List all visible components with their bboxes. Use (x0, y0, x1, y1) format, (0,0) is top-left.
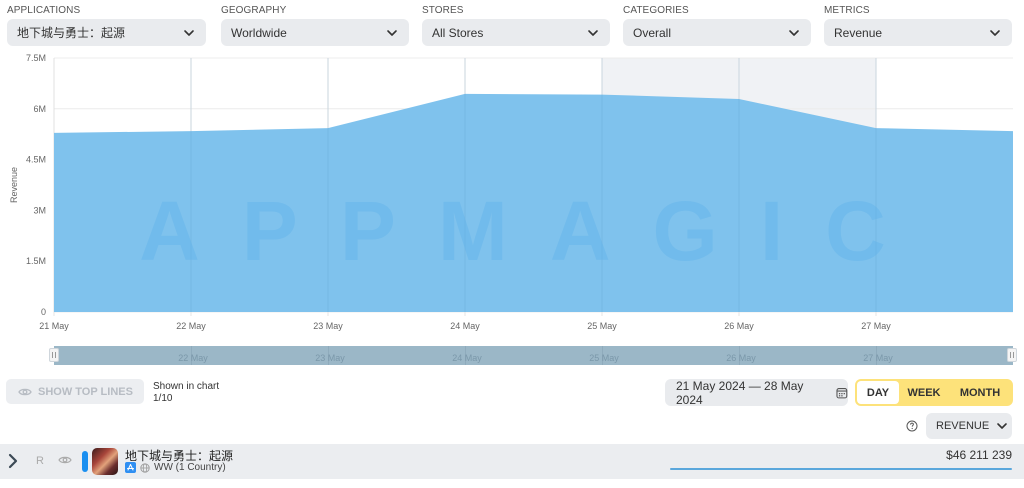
navigator-date-label: 26 May (726, 353, 756, 363)
app-total-revenue: $46 211 239 (946, 448, 1012, 462)
help-icon[interactable] (906, 420, 918, 432)
app-geo: WW (1 Country) (154, 462, 226, 473)
show-top-lines-label: SHOW TOP LINES (38, 385, 133, 398)
y-tick-label: 6M (33, 104, 46, 114)
navigator-date-label: 24 May (452, 353, 482, 363)
shown-in-chart: Shown in chart 1/10 (153, 381, 219, 405)
chevron-down-icon (789, 29, 799, 36)
navigator-date-label: 25 May (589, 353, 619, 363)
filter-label-metrics: METRICS (824, 5, 870, 16)
navigator-divider (328, 346, 329, 365)
navigator-divider (739, 346, 740, 365)
navigator-divider (191, 346, 192, 365)
filter-label-categories: CATEGORIES (623, 5, 689, 16)
show-top-lines-button[interactable]: SHOW TOP LINES (6, 379, 144, 404)
app-name[interactable]: 地下城与勇士：起源 (125, 449, 234, 463)
filter-label-geography: GEOGRAPHY (221, 5, 287, 16)
y-axis-title: Revenue (9, 167, 19, 203)
navigator-divider (876, 346, 877, 365)
chevron-down-icon (387, 29, 397, 36)
x-tick-label: 23 May (313, 321, 343, 331)
shown-in-chart-label: Shown in chart (153, 381, 220, 392)
stores-value: All Stores (432, 25, 484, 40)
period-week-button[interactable]: WEEK (907, 386, 941, 399)
app-meta: WW (1 Country) (125, 462, 226, 473)
filter-bar: APPLICATIONS 地下城与勇士：起源 GEOGRAPHY Worldwi… (0, 0, 1024, 50)
metric-dropdown[interactable]: REVENUE (926, 413, 1012, 439)
chevron-down-icon (990, 29, 1000, 36)
y-tick-label: 0 (41, 307, 46, 317)
y-tick-label: 4.5M (26, 155, 46, 165)
categories-value: Overall (633, 25, 672, 40)
x-tick-label: 26 May (724, 321, 754, 331)
navigator-date-label: 27 May (863, 353, 893, 363)
categories-select[interactable]: Overall (623, 19, 811, 46)
chevron-down-icon (184, 29, 194, 36)
geography-value: Worldwide (231, 25, 287, 40)
period-toggle: DAY WEEK MONTH (855, 379, 1013, 406)
x-tick-label: 24 May (450, 321, 480, 331)
globe-icon (140, 462, 150, 473)
shown-in-chart-count: 1/10 (153, 393, 173, 404)
range-navigator[interactable]: 22 May 23 May 24 May 25 May 26 May 27 May (54, 346, 1013, 365)
x-tick-label: 25 May (587, 321, 617, 331)
stores-select[interactable]: All Stores (422, 19, 610, 46)
period-day-button[interactable]: DAY (857, 381, 899, 404)
geography-select[interactable]: Worldwide (221, 19, 409, 46)
revenue-area-series[interactable] (54, 93, 1013, 312)
series-color-indicator[interactable] (82, 451, 88, 472)
chevron-right-icon[interactable] (6, 453, 20, 469)
revenue-share-bar (670, 468, 1012, 470)
rank-label: R (36, 455, 44, 467)
chevron-down-icon (588, 29, 598, 36)
eye-icon[interactable] (58, 455, 72, 465)
app-icon (92, 448, 118, 475)
app-store-icon (125, 462, 136, 473)
metrics-select[interactable]: Revenue (824, 19, 1012, 46)
x-tick-label: 27 May (861, 321, 891, 331)
y-tick-label: 7.5M (26, 53, 46, 63)
applications-select[interactable]: 地下城与勇士：起源 (7, 19, 206, 46)
y-tick-label: 1.5M (26, 256, 46, 266)
navigator-divider (465, 346, 466, 365)
navigator-date-label: 23 May (315, 353, 345, 363)
metrics-value: Revenue (834, 25, 883, 40)
chart-canvas[interactable]: 0 1.5M 3M 4.5M 6M 7.5M 21 May 22 May 23 May 24 Ma… (0, 50, 1024, 340)
y-tick-label: 3M (33, 205, 46, 215)
chevron-down-icon (997, 423, 1007, 429)
metric-dropdown-value: REVENUE (936, 420, 990, 432)
eye-icon (18, 388, 32, 395)
navigator-right-handle[interactable] (1007, 348, 1017, 362)
x-tick-label: 22 May (176, 321, 206, 331)
filter-label-stores: STORES (422, 5, 464, 16)
appmagic-watermark: APPMAGIC (139, 184, 928, 278)
applications-value: 地下城与勇士：起源 (17, 26, 126, 40)
calendar-icon (836, 387, 848, 398)
navigator-divider (602, 346, 603, 365)
date-range-value: 21 May 2024 — 28 May 2024 (676, 378, 804, 407)
revenue-chart[interactable]: 0 1.5M 3M 4.5M 6M 7.5M 21 May 22 May 23 May 24 Ma… (0, 50, 1024, 340)
filter-label-applications: APPLICATIONS (7, 5, 81, 16)
period-month-button[interactable]: MONTH (959, 386, 1001, 399)
x-tick-label: 21 May (39, 321, 69, 331)
date-range-picker[interactable]: 21 May 2024 — 28 May 2024 (665, 378, 848, 407)
app-row: R 地下城与勇士：起源 WW (1 Country) $46 211 239 (0, 444, 1024, 479)
navigator-date-label: 22 May (178, 353, 208, 363)
navigator-left-handle[interactable] (49, 348, 59, 362)
